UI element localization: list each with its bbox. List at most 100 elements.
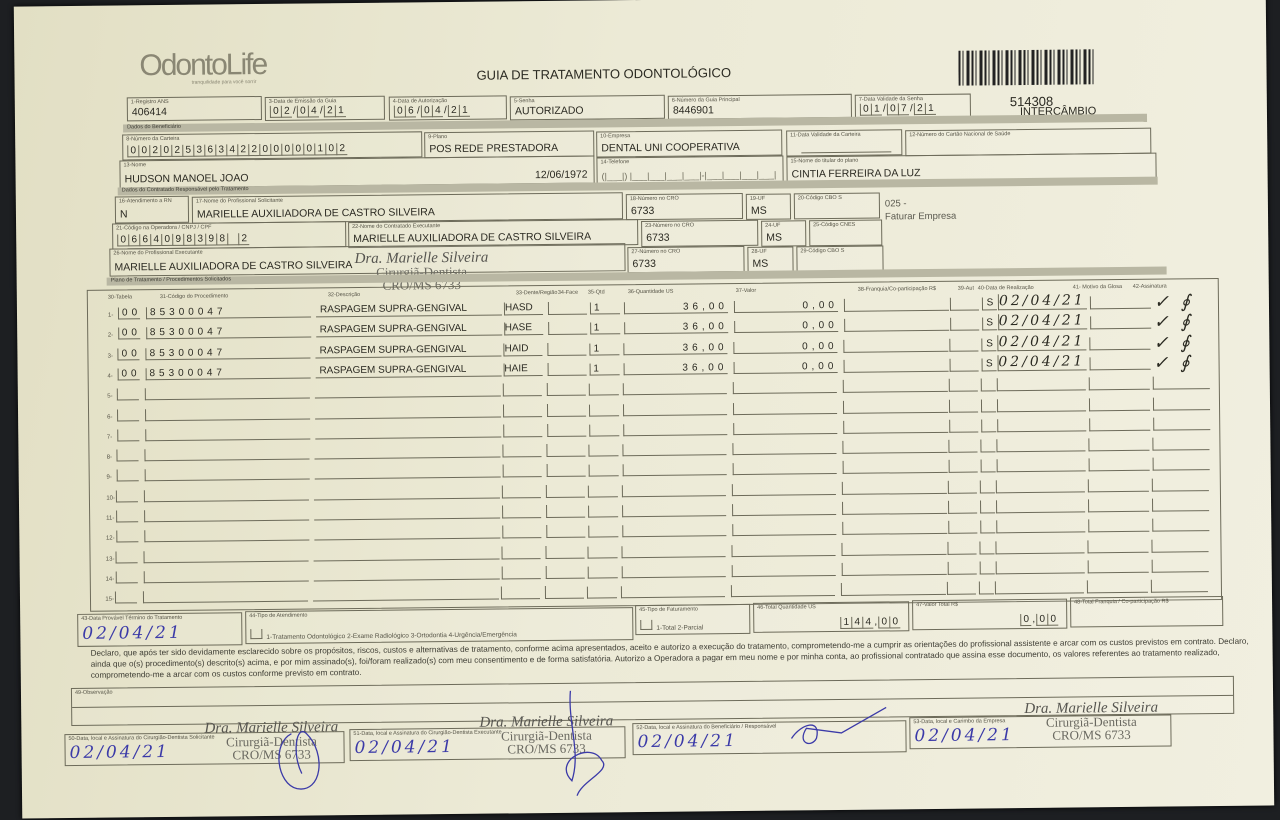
- cell-x2[interactable]: [947, 561, 977, 575]
- cell-glosa[interactable]: [1089, 295, 1152, 310]
- cell-dente[interactable]: HASD: [503, 302, 544, 316]
- cell-descricao[interactable]: [313, 525, 500, 541]
- cell-qtd_us[interactable]: [622, 443, 727, 457]
- cell-dente[interactable]: HAIE: [503, 362, 543, 377]
- cell-x2[interactable]: [948, 480, 978, 494]
- cell-valor[interactable]: 0,00: [733, 299, 839, 314]
- cell-assin[interactable]: [1152, 396, 1211, 411]
- cell-valor[interactable]: [731, 584, 836, 598]
- cell-valor[interactable]: 0,00: [733, 320, 838, 334]
- cell-franquia[interactable]: [842, 439, 948, 455]
- cell-data[interactable]: [996, 418, 1086, 433]
- cell-assin[interactable]: [1151, 498, 1210, 512]
- cell-x2[interactable]: [948, 459, 978, 474]
- field-cbo-solicitante[interactable]: 20-Código CBO S: [793, 192, 881, 220]
- cell-franquia[interactable]: [842, 419, 948, 434]
- cell-data[interactable]: [996, 499, 1086, 514]
- field-data-autorizacao[interactable]: 4-Data de Autorização 0 6/0 4/2 1: [388, 95, 507, 121]
- cell-dente[interactable]: [502, 484, 542, 499]
- cell-dente[interactable]: [502, 444, 542, 458]
- field-cbo-profissional[interactable]: 29-Código CBO S: [796, 245, 884, 273]
- cell-glosa[interactable]: [1089, 376, 1151, 391]
- field-registro-ans[interactable]: 1-Registro ANS 406414: [126, 95, 262, 122]
- field-tipo-atendimento[interactable]: 44-Tipo de Atendimento 1-Tratamento Odont…: [245, 607, 634, 645]
- field-uf-executante[interactable]: 24-UF MS: [761, 220, 807, 247]
- cell-aut[interactable]: [981, 378, 997, 392]
- cell-aut[interactable]: [979, 581, 995, 595]
- cell-franquia[interactable]: [842, 480, 948, 495]
- cell-valor[interactable]: [732, 421, 837, 435]
- cell-dente[interactable]: [501, 586, 541, 600]
- cell-codigo[interactable]: 85300047: [145, 305, 312, 320]
- cell-assin[interactable]: [1151, 579, 1209, 593]
- cell-aut[interactable]: [979, 520, 995, 534]
- cell-codigo[interactable]: [145, 386, 311, 401]
- field-empresa[interactable]: 10-Empresa DENTAL UNI COOPERATIVA: [596, 129, 783, 158]
- cell-face[interactable]: [546, 484, 586, 498]
- cell-face[interactable]: [545, 524, 585, 539]
- cell-dente[interactable]: [503, 383, 543, 397]
- cell-face[interactable]: [547, 321, 587, 336]
- cell-qtd[interactable]: [587, 545, 618, 559]
- cell-tabela[interactable]: [117, 388, 140, 401]
- cell-aut[interactable]: S: [981, 297, 998, 311]
- cell-glosa[interactable]: [1087, 559, 1149, 574]
- cell-franquia[interactable]: [841, 582, 947, 597]
- cell-descricao[interactable]: [314, 444, 501, 460]
- cell-face[interactable]: [547, 362, 587, 376]
- cell-glosa[interactable]: [1089, 315, 1151, 330]
- cell-tabela[interactable]: [116, 489, 139, 503]
- cell-codigo[interactable]: 85300047: [145, 325, 311, 340]
- cell-aut[interactable]: [980, 398, 997, 412]
- cell-qtd[interactable]: 1: [589, 322, 620, 335]
- cell-aut[interactable]: S: [981, 317, 997, 331]
- cell-descricao[interactable]: RASPAGEM SUPRA-GENGIVAL: [315, 363, 502, 379]
- cell-assin[interactable]: [1152, 457, 1210, 472]
- cell-data[interactable]: [997, 377, 1087, 392]
- cell-valor[interactable]: [732, 502, 837, 517]
- cell-valor[interactable]: 0,00: [733, 340, 838, 354]
- cell-descricao[interactable]: [314, 485, 501, 501]
- cell-descricao[interactable]: [315, 383, 502, 399]
- cell-glosa[interactable]: [1088, 397, 1151, 411]
- cell-face[interactable]: [546, 403, 587, 417]
- field-guia-principal[interactable]: 6-Número da Guia Principal 8446901: [667, 93, 852, 120]
- cell-assin[interactable]: [1152, 416, 1210, 431]
- cell-tabela[interactable]: [116, 510, 139, 523]
- cell-aut[interactable]: [980, 459, 996, 473]
- cell-tabela[interactable]: [115, 550, 138, 564]
- cell-face[interactable]: [545, 545, 585, 559]
- cell-descricao[interactable]: RASPAGEM SUPRA-GENGIVAL: [315, 302, 503, 318]
- cell-codigo[interactable]: [143, 569, 309, 584]
- cell-qtd[interactable]: [588, 484, 619, 498]
- field-plano[interactable]: 9-Plano POS REDE PRESTADORA: [424, 130, 595, 159]
- cell-tabela[interactable]: [115, 591, 138, 604]
- cell-valor[interactable]: 0,00: [733, 360, 838, 374]
- cell-assin[interactable]: ✓ ∮: [1153, 311, 1194, 333]
- cell-codigo[interactable]: [144, 508, 310, 523]
- field-cartao-nacional-saude[interactable]: 12-Número do Cartão Nacional de Saúde: [905, 127, 1152, 157]
- cell-x2[interactable]: [948, 419, 978, 433]
- cell-data[interactable]: [996, 397, 1087, 412]
- cell-dente[interactable]: [502, 403, 543, 417]
- cell-data[interactable]: [995, 519, 1085, 534]
- cell-dente[interactable]: [501, 525, 541, 539]
- cell-glosa[interactable]: [1087, 579, 1149, 594]
- cell-assin[interactable]: ✓ ∮: [1153, 352, 1193, 374]
- cell-glosa[interactable]: [1088, 498, 1150, 513]
- cell-franquia[interactable]: [841, 541, 947, 556]
- cell-valor[interactable]: [733, 381, 838, 395]
- cell-glosa[interactable]: [1087, 519, 1149, 533]
- cell-data[interactable]: 02/04/21: [997, 353, 1087, 372]
- cell-glosa[interactable]: [1089, 336, 1151, 350]
- cell-dente[interactable]: [502, 423, 542, 438]
- cell-assin[interactable]: [1153, 376, 1211, 390]
- cell-glosa[interactable]: [1087, 539, 1149, 553]
- cell-qtd_us[interactable]: 36,00: [623, 341, 728, 355]
- cell-aut[interactable]: [979, 540, 995, 555]
- cell-dente[interactable]: HASE: [503, 322, 543, 336]
- cell-data[interactable]: [996, 438, 1086, 453]
- cell-codigo[interactable]: 85300047: [145, 346, 311, 360]
- cell-face[interactable]: [545, 565, 585, 579]
- cell-assin[interactable]: ✓ ∮: [1153, 331, 1193, 354]
